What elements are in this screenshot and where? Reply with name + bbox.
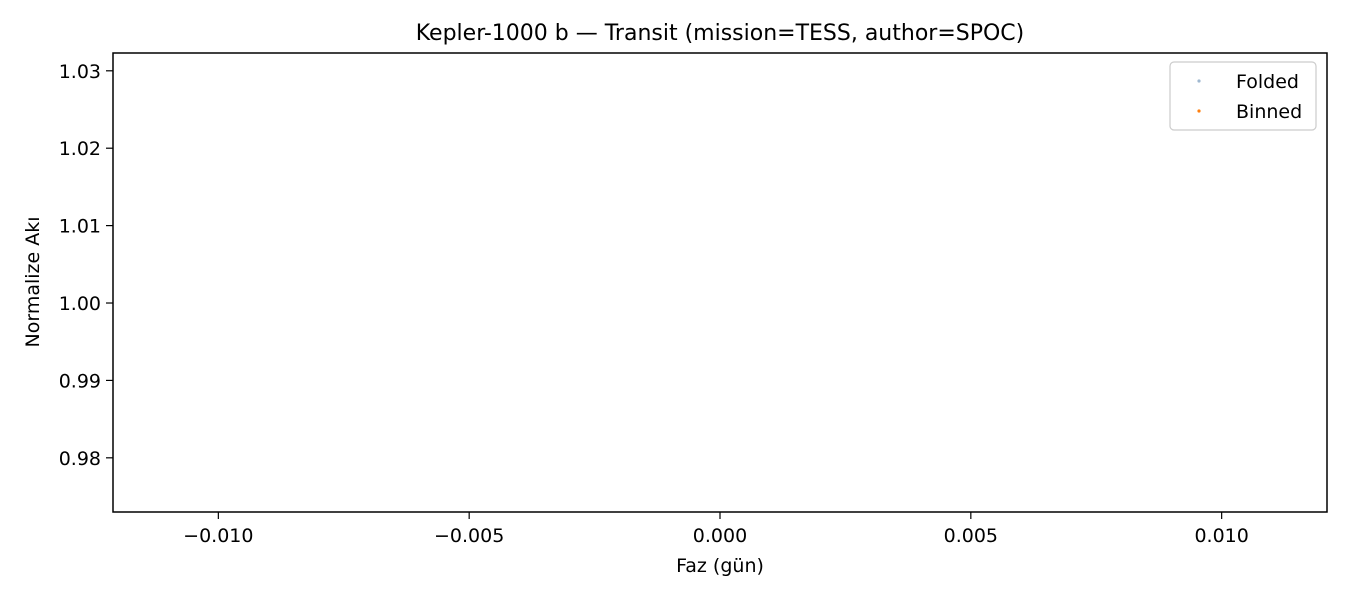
plot-frame <box>112 52 1328 513</box>
x-axis: −0.010 −0.005 0.000 0.005 0.010 <box>183 512 1249 547</box>
legend-marker <box>1197 79 1201 83</box>
y-axis: 0.98 0.99 1.00 1.01 1.02 1.03 <box>59 61 113 470</box>
legend-frame <box>1169 61 1317 131</box>
legend-label: Folded <box>1236 71 1299 93</box>
legend-label: Binned <box>1236 101 1302 123</box>
y-tick-label: 1.01 <box>59 216 101 238</box>
legend-items: Folded Binned <box>1197 71 1302 123</box>
x-tick-label: −0.010 <box>183 525 253 547</box>
legend-marker <box>1197 109 1201 113</box>
x-axis-label: Faz (gün) <box>676 555 764 577</box>
x-tick-label: −0.005 <box>434 525 504 547</box>
x-tick-label: 0.005 <box>944 525 998 547</box>
x-tick-label: 0.010 <box>1194 525 1248 547</box>
y-tick-label: 1.00 <box>59 293 101 315</box>
chart-title: Kepler-1000 b — Transit (mission=TESS, a… <box>416 21 1025 46</box>
y-tick-label: 1.02 <box>59 138 101 160</box>
y-tick-label: 0.99 <box>59 370 101 392</box>
plot-area <box>112 52 1328 513</box>
y-axis-label: Normalize Akı <box>22 216 44 347</box>
x-tick-label: 0.000 <box>693 525 747 547</box>
y-tick-label: 0.98 <box>59 448 101 470</box>
y-tick-label: 1.03 <box>59 61 101 83</box>
legend: Folded Binned <box>1169 61 1317 131</box>
